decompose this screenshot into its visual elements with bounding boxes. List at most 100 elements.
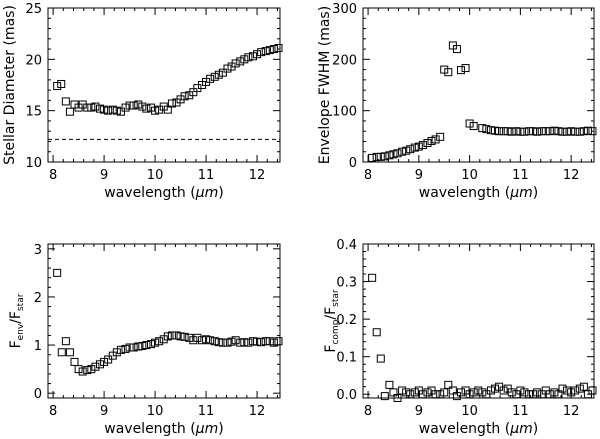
data-point	[172, 331, 181, 340]
data-point	[138, 342, 147, 351]
data-point	[214, 338, 223, 347]
data-point	[512, 127, 521, 136]
data-point	[100, 105, 109, 114]
data-point	[167, 99, 176, 108]
x-axis-label: wavelength (μm)	[104, 421, 223, 437]
y-tick-label: 0.0	[336, 388, 357, 403]
x-tick-label: 12	[563, 168, 580, 183]
x-tick-label: 12	[249, 404, 266, 419]
data-point	[499, 386, 508, 395]
data-point	[571, 386, 580, 395]
data-point	[240, 55, 249, 64]
data-point	[545, 127, 554, 136]
data-point	[461, 64, 470, 73]
data-point	[248, 337, 257, 346]
y-tick-label: 25	[25, 2, 42, 17]
data-point	[134, 342, 143, 351]
data-point	[236, 57, 245, 66]
data-point	[398, 386, 407, 395]
data-point	[253, 337, 262, 346]
data-point	[440, 388, 449, 397]
data-points	[53, 268, 283, 376]
data-point	[440, 65, 449, 74]
data-point	[134, 100, 143, 109]
data-point	[465, 390, 474, 399]
data-point	[70, 357, 79, 366]
x-tick-label: 9	[100, 404, 108, 419]
x-tick-label: 8	[49, 404, 57, 419]
y-tick-label: 0	[349, 156, 357, 171]
x-tick-label: 10	[461, 404, 478, 419]
data-point	[244, 53, 253, 62]
data-point	[218, 68, 227, 77]
data-point	[163, 105, 172, 114]
data-point	[151, 338, 160, 347]
data-point	[389, 388, 398, 397]
y-tick-label: 20	[25, 53, 42, 68]
data-point	[57, 79, 66, 88]
x-axis-label: wavelength (μm)	[419, 421, 538, 437]
x-tick-label: 9	[415, 404, 423, 419]
data-point	[520, 388, 529, 397]
data-point	[529, 127, 538, 136]
y-ticks: 0 100 200 300	[332, 2, 594, 171]
data-point	[567, 388, 576, 397]
data-point	[214, 70, 223, 79]
data-point	[414, 142, 423, 151]
y-tick-label: 0.4	[336, 238, 357, 253]
x-tick-label: 8	[364, 404, 372, 419]
x-ticks: 8 9 10 11 12	[364, 244, 592, 419]
data-point	[193, 333, 202, 342]
data-point	[129, 343, 138, 352]
data-point	[507, 127, 516, 136]
data-point	[240, 338, 249, 347]
data-point	[486, 386, 495, 395]
x-axis-label: wavelength (μm)	[419, 185, 538, 201]
x-ticks: 8 9 10 11 12	[364, 8, 592, 183]
data-point	[146, 340, 155, 349]
data-point	[87, 365, 96, 374]
data-point	[112, 348, 121, 357]
data-point	[368, 153, 377, 162]
x-tick-label: 11	[198, 168, 215, 183]
data-point	[159, 335, 168, 344]
plot-frame	[362, 7, 595, 163]
x-tick-label: 10	[147, 404, 164, 419]
y-axis-label: Fenv/Fstar	[8, 293, 26, 348]
data-point	[491, 126, 499, 135]
data-point	[380, 392, 389, 401]
data-point	[554, 390, 563, 399]
y-tick-label: 10	[25, 156, 42, 171]
data-point	[142, 341, 151, 350]
data-point	[406, 145, 415, 154]
data-point	[541, 127, 550, 136]
data-point	[129, 101, 138, 110]
x-tick-label: 8	[364, 168, 372, 183]
data-point	[180, 332, 189, 341]
data-point	[588, 127, 597, 136]
data-point	[579, 382, 588, 391]
plot-frame	[47, 243, 281, 399]
data-point	[253, 50, 262, 59]
data-point	[436, 390, 445, 399]
data-point	[218, 338, 227, 347]
data-point	[83, 366, 92, 375]
data-point	[231, 336, 240, 345]
data-point	[431, 135, 440, 144]
data-point	[167, 331, 176, 340]
data-point	[372, 152, 381, 161]
y-tick-label: 15	[25, 105, 42, 120]
x-tick-label: 10	[461, 168, 478, 183]
data-point	[456, 388, 465, 397]
data-point	[431, 390, 440, 399]
data-point	[53, 268, 62, 277]
data-point	[236, 338, 245, 347]
data-point	[155, 337, 164, 346]
data-point	[486, 126, 495, 135]
x-tick-label: 10	[147, 168, 164, 183]
data-point	[189, 88, 198, 97]
data-point	[507, 388, 516, 397]
data-point	[516, 386, 525, 395]
